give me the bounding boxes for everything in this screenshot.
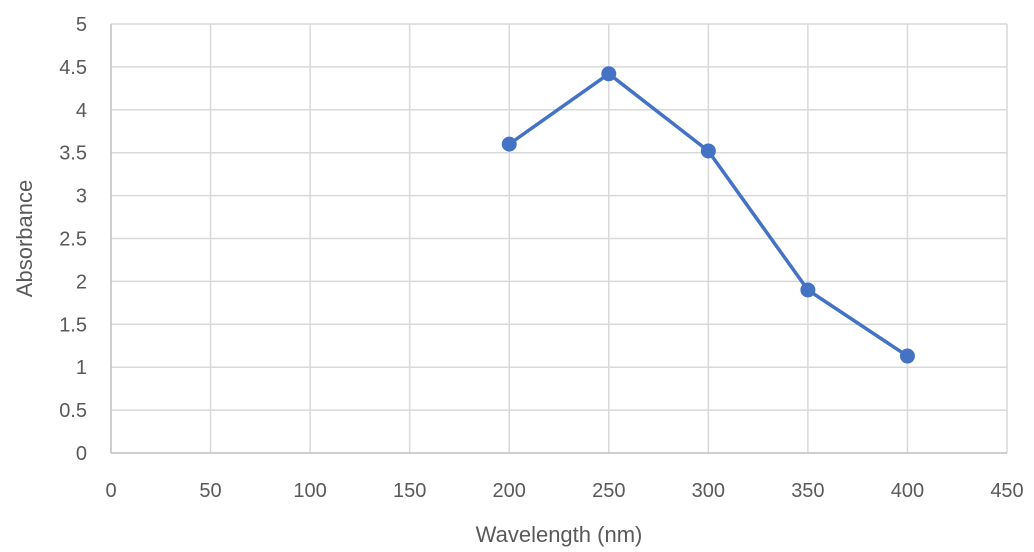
x-axis-title: Wavelength (nm) [476, 522, 643, 547]
y-tick-label: 1.5 [59, 314, 87, 336]
series-layer [501, 66, 915, 364]
y-tick-label: 3.5 [59, 143, 87, 165]
axes [110, 24, 1007, 454]
x-tick-label: 400 [891, 480, 924, 502]
x-axis-tick-labels: 0 50 100 150 200 250 300 350 400 450 [105, 480, 1023, 502]
y-tick-label: 3 [76, 186, 87, 208]
x-tick-label: 200 [493, 480, 526, 502]
data-point [899, 348, 915, 364]
y-tick-label: 4.5 [59, 57, 87, 79]
x-tick-label: 350 [791, 480, 824, 502]
data-point [601, 66, 617, 82]
x-tick-label: 250 [592, 480, 625, 502]
data-point [501, 136, 517, 152]
x-tick-label: 50 [199, 480, 221, 502]
data-point [700, 143, 716, 159]
y-tick-label: 1 [76, 357, 87, 379]
y-tick-label: 2 [76, 271, 87, 293]
y-axis-tick-labels: 0 0.5 1 1.5 2 2.5 3 3.5 4 4.5 5 [59, 14, 87, 465]
data-point [800, 282, 816, 298]
x-tick-label: 300 [692, 480, 725, 502]
x-tick-label: 100 [293, 480, 326, 502]
x-tick-label: 150 [393, 480, 426, 502]
y-tick-label: 4 [76, 100, 87, 122]
y-tick-label: 0 [76, 443, 87, 465]
y-tick-label: 5 [76, 14, 87, 36]
y-tick-label: 2.5 [59, 229, 87, 251]
y-tick-label: 0.5 [59, 400, 87, 422]
y-axis-title: Absorbance [12, 180, 37, 297]
x-tick-label: 450 [990, 480, 1023, 502]
x-tick-label: 0 [105, 480, 116, 502]
horizontal-gridlines [111, 23, 1007, 411]
